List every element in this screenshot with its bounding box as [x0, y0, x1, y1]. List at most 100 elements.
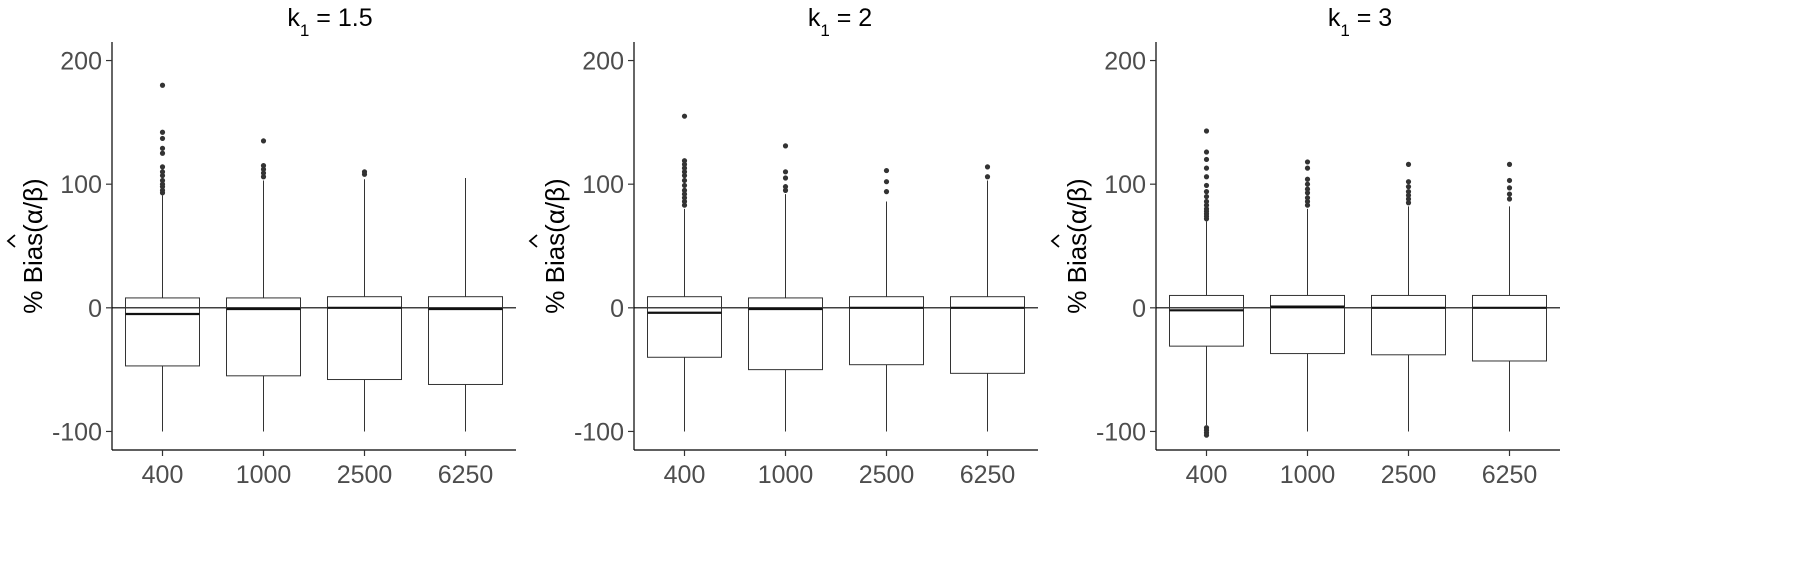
outlier-point	[681, 182, 688, 189]
box-iqr	[125, 297, 200, 367]
x-tick-label: 1000	[236, 461, 292, 489]
outlier-point	[361, 169, 368, 175]
y-tick-label: 0	[88, 295, 102, 323]
outlier-point	[260, 170, 267, 176]
title-subscript: 1	[300, 21, 309, 40]
title-rest: = 3	[1350, 4, 1392, 32]
outlier-point	[1304, 176, 1311, 182]
y-label-expression: α/β	[540, 187, 570, 224]
y-label-expression: α/β	[1062, 187, 1092, 224]
outlier-point	[1203, 156, 1210, 163]
title-main: k	[287, 4, 300, 32]
outlier-point	[1203, 193, 1210, 200]
y-label-suffix: )	[18, 178, 48, 187]
y-label-hat-mark	[6, 234, 16, 248]
outlier-point	[159, 177, 166, 184]
outlier-point	[159, 172, 166, 179]
outlier-point	[883, 189, 890, 195]
y-label-prefix: % Bias(	[18, 224, 48, 314]
outlier-point	[260, 174, 267, 180]
y-label-suffix: )	[540, 178, 570, 187]
outlier-point	[159, 145, 166, 151]
box-2500	[1371, 161, 1446, 432]
outlier-point	[681, 113, 688, 119]
x-tick-label: 6250	[438, 461, 494, 489]
panel-title: k1 = 1.5	[287, 4, 372, 40]
outlier-point	[1405, 184, 1412, 190]
outlier-point	[681, 191, 688, 197]
box-400	[125, 82, 200, 432]
outlier-point	[1203, 149, 1210, 155]
outlier-point	[1304, 165, 1311, 171]
outlier-point	[159, 150, 166, 156]
outlier-point	[159, 135, 166, 142]
outlier-point	[1203, 174, 1210, 180]
box-iqr	[849, 296, 924, 366]
outlier-point	[260, 166, 267, 172]
outlier-point	[681, 161, 688, 167]
box-400	[1169, 128, 1244, 438]
y-label-prefix: % Bias(	[540, 224, 570, 314]
outlier-point	[260, 138, 267, 144]
panel-title: k1 = 2	[808, 4, 872, 40]
box-iqr	[748, 297, 823, 371]
title-rest: = 2	[830, 4, 872, 32]
x-tick-label: 2500	[337, 461, 393, 489]
outlier-point	[1405, 196, 1412, 202]
x-tick-label: 2500	[859, 461, 915, 489]
y-tick-label: -100	[52, 418, 102, 446]
panel-title: k1 = 3	[1328, 4, 1392, 40]
box-2500	[327, 169, 402, 432]
outlier-point	[782, 175, 789, 181]
outlier-point	[681, 195, 688, 201]
title-subscript: 1	[820, 21, 829, 40]
box-iqr	[1169, 294, 1244, 347]
outlier-point	[883, 179, 890, 185]
box-iqr	[327, 296, 402, 381]
outlier-point	[1203, 206, 1210, 212]
x-tick-label: 1000	[758, 461, 814, 489]
outlier-point	[681, 172, 688, 179]
outlier-point	[1203, 202, 1210, 208]
title-main: k	[1328, 4, 1341, 32]
box-iqr	[1371, 294, 1446, 356]
x-tick-label: 1000	[1280, 461, 1336, 489]
outlier-point	[681, 165, 688, 171]
outlier-point	[1203, 189, 1210, 195]
y-axis-label: % Bias(α/β)	[540, 178, 570, 313]
box-6250	[950, 164, 1025, 432]
outlier-point	[1506, 185, 1513, 191]
y-tick-label: -100	[574, 418, 624, 446]
y-label-expression: α/β	[18, 187, 48, 224]
y-tick-label: 200	[60, 48, 102, 76]
y-tick-label: 0	[610, 295, 624, 323]
y-tick-label: 200	[582, 48, 624, 76]
y-tick-label: 0	[1132, 295, 1146, 323]
outlier-point	[1405, 200, 1412, 206]
outlier-point	[260, 163, 267, 169]
outlier-point	[681, 177, 688, 184]
outlier-point	[1304, 181, 1311, 187]
y-tick-label: 100	[60, 171, 102, 199]
outlier-point	[1405, 161, 1412, 167]
title-subscript: 1	[1340, 21, 1349, 40]
outlier-point	[159, 187, 166, 193]
outlier-point	[883, 167, 890, 174]
x-tick-label: 2500	[1381, 461, 1437, 489]
outlier-point	[159, 169, 166, 175]
y-label-hat-mark	[1050, 234, 1060, 248]
outlier-point	[681, 202, 688, 208]
outlier-point	[1203, 198, 1210, 205]
x-tick-label: 400	[142, 461, 184, 489]
outlier-point	[681, 187, 688, 193]
outlier-point	[1203, 165, 1210, 171]
y-label-hat-mark	[528, 234, 538, 248]
outlier-point	[782, 184, 789, 190]
outlier-point	[681, 158, 688, 164]
box-6250	[1472, 161, 1547, 432]
outlier-point	[1405, 179, 1412, 185]
